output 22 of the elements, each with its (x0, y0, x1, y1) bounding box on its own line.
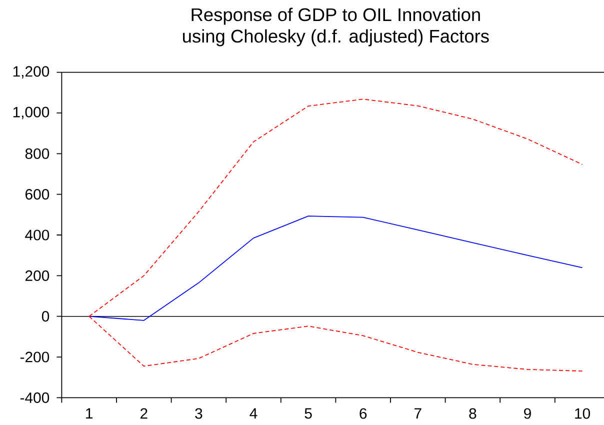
x-tick-label: 8 (469, 408, 476, 419)
x-tick-label: 1 (86, 408, 93, 418)
x-tick-label: 5 (304, 408, 312, 419)
x-tick-label: 6 (360, 408, 367, 419)
line-series (88, 216, 583, 321)
y-tick-label: 0 (42, 311, 50, 322)
x-tick-label: 10 (575, 408, 590, 419)
y-tick-label: 1,000 (13, 106, 50, 120)
y-tick-label: -400 (20, 392, 50, 403)
y-tick-label: 200 (25, 270, 50, 281)
y-tick-label: -200 (20, 352, 50, 362)
x-tick-label: 9 (524, 408, 531, 419)
y-tick-label: 800 (25, 148, 50, 159)
chart-subtitle: using Cholesky (d.f. adjusted) Factors (183, 29, 489, 46)
x-tick-label: 3 (195, 408, 202, 419)
y-tick-label: 400 (25, 230, 50, 240)
y-tick-label: 1,200 (13, 66, 50, 78)
chart-title: Response of GDP to OIL Innovation (192, 8, 480, 25)
x-tick-label: 2 (140, 408, 148, 419)
x-tick-label: 4 (250, 408, 258, 418)
y-tick-label: 600 (26, 189, 50, 200)
x-tick-label: 7 (414, 408, 422, 418)
